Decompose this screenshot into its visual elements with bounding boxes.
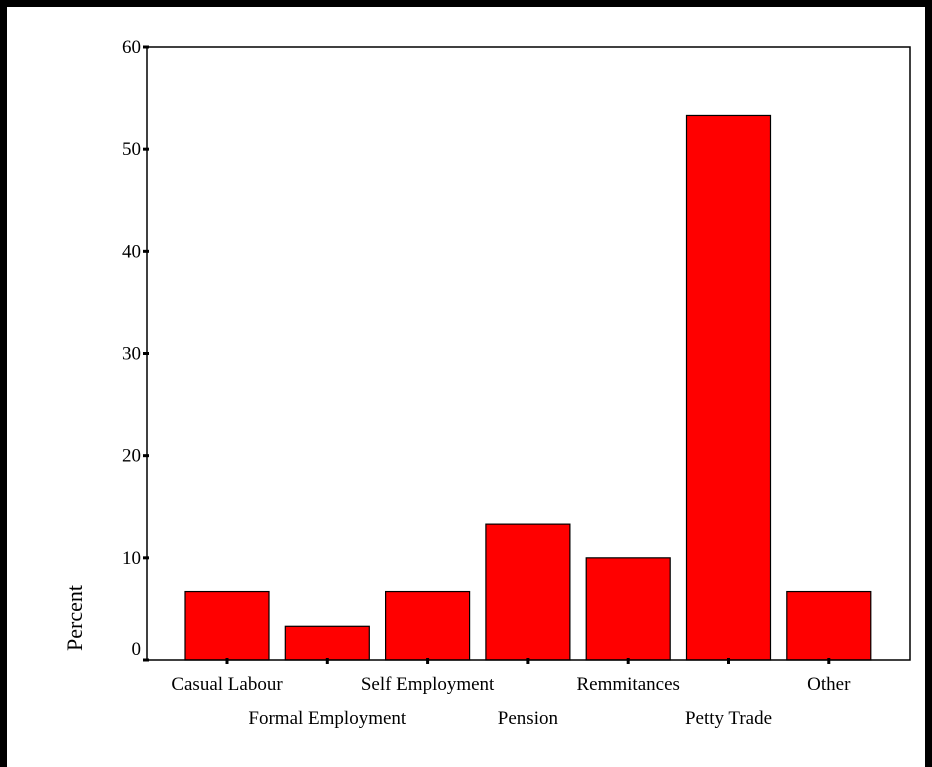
x-axis: Casual Labour Formal Employment Self Emplo… bbox=[171, 658, 851, 729]
bar-self-employment bbox=[385, 590, 471, 661]
x-category-label: Formal Employment bbox=[248, 708, 407, 729]
y-tick-label: 50 bbox=[122, 139, 141, 160]
y-axis-title: Percent bbox=[62, 585, 87, 651]
y-tick-label: 0 bbox=[132, 639, 142, 660]
x-category-label: Other bbox=[807, 674, 851, 695]
bar-other bbox=[786, 590, 872, 661]
y-tick-label: 10 bbox=[122, 548, 141, 569]
y-tick-label: 30 bbox=[122, 344, 141, 365]
y-tick-label: 60 bbox=[122, 37, 141, 58]
bar-casual-labour bbox=[184, 590, 270, 661]
x-category-label: Pension bbox=[498, 708, 559, 729]
y-tick-label: 40 bbox=[122, 241, 141, 262]
bar-formal-employment bbox=[284, 625, 370, 661]
x-category-label: Casual Labour bbox=[171, 674, 283, 695]
bar-remmitances bbox=[585, 557, 671, 661]
bar-petty-trade bbox=[685, 114, 772, 661]
x-category-label: Remmitances bbox=[576, 674, 679, 695]
x-category-label: Self Employment bbox=[361, 674, 495, 695]
bar-pension bbox=[485, 523, 571, 661]
y-axis: 0 10 20 30 40 50 60 bbox=[122, 37, 149, 662]
x-category-label: Petty Trade bbox=[685, 708, 772, 729]
y-tick-label: 20 bbox=[122, 446, 141, 467]
bars-group bbox=[184, 114, 872, 661]
